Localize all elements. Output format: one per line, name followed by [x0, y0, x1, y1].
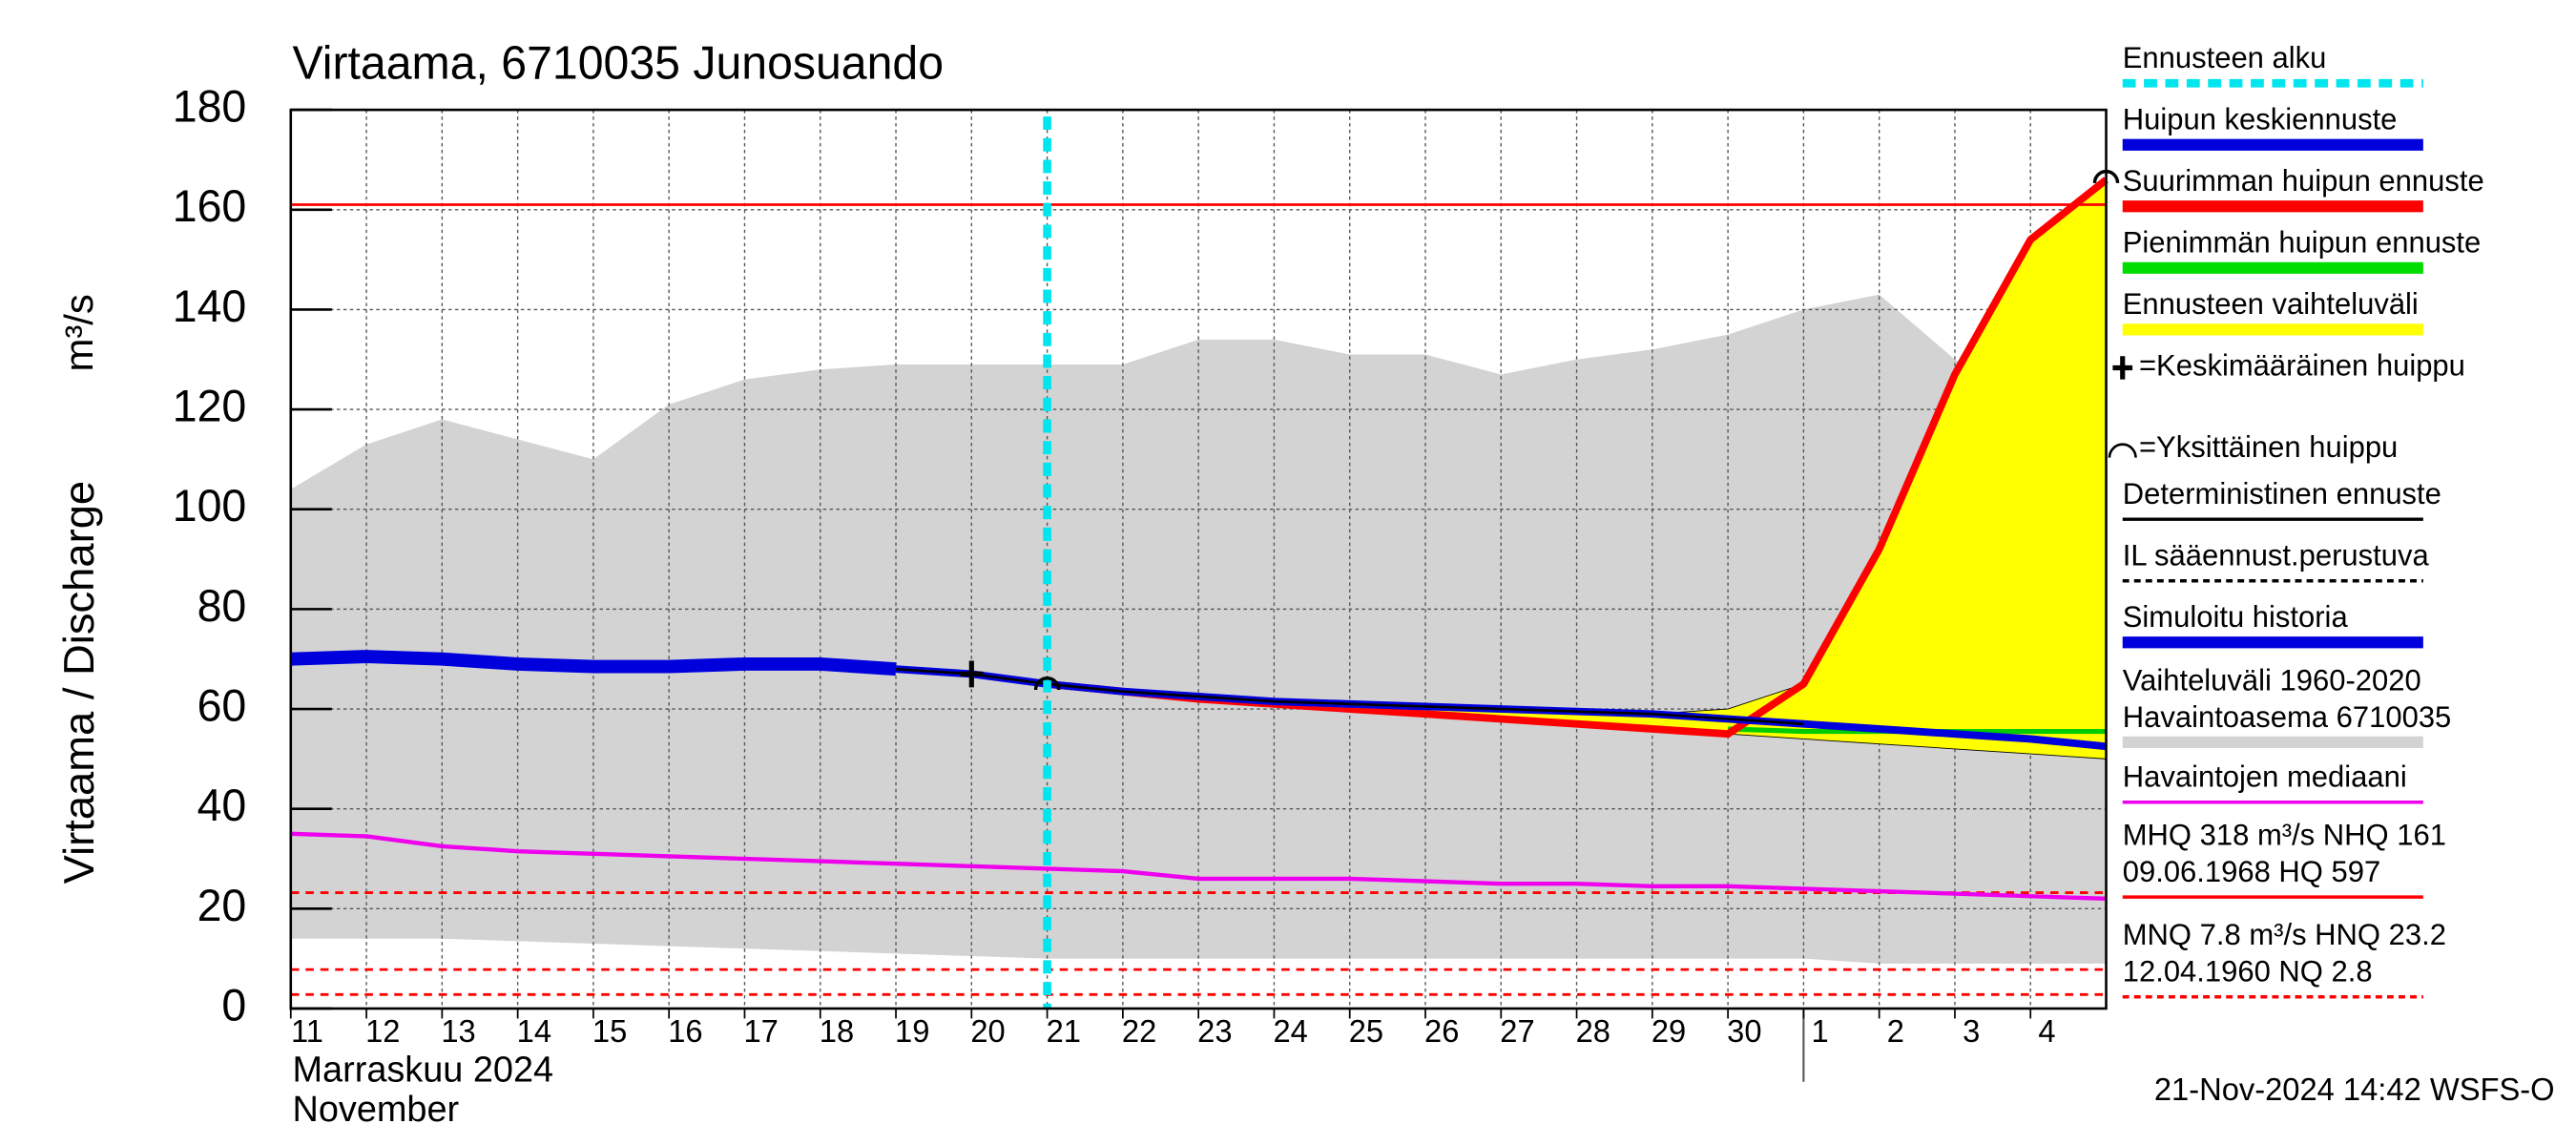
y-tick-label: 140: [173, 281, 247, 331]
x-tick-label: 22: [1122, 1013, 1156, 1049]
y-tick-label: 160: [173, 181, 247, 231]
x-tick-label: 26: [1424, 1013, 1459, 1049]
y-tick-label: 180: [173, 81, 247, 131]
x-tick-label: 2: [1887, 1013, 1904, 1049]
x-tick-label: 12: [365, 1013, 400, 1049]
legend-label: Havaintoasema 6710035: [2123, 700, 2452, 734]
x-tick-label: 17: [744, 1013, 779, 1049]
x-tick-label: 28: [1576, 1013, 1610, 1049]
y-axis-label: Virtaama / Discharge: [54, 481, 103, 884]
legend-label: 09.06.1968 HQ 597: [2123, 855, 2380, 888]
y-tick-label: 0: [221, 980, 246, 1030]
y-tick-label: 40: [197, 781, 247, 830]
legend-label: =Keskimääräinen huippu: [2139, 349, 2465, 383]
x-tick-label: 24: [1273, 1013, 1307, 1049]
x-tick-label: 11: [291, 1013, 323, 1049]
y-tick-label: 120: [173, 381, 247, 430]
legend-label: Vaihteluväli 1960-2020: [2123, 663, 2421, 697]
x-tick-label: 16: [668, 1013, 702, 1049]
month-label: Marraskuu 2024: [293, 1049, 554, 1090]
x-tick-label: 13: [441, 1013, 475, 1049]
x-tick-label: 30: [1727, 1013, 1761, 1049]
series-line: [290, 831, 2107, 902]
legend-label: Ennusteen alku: [2123, 41, 2327, 74]
legend-cross: [2112, 356, 2133, 380]
legend-label: Pienimmän huipun ennuste: [2123, 226, 2482, 260]
legend-label: MHQ 318 m³/s NHQ 161: [2123, 818, 2446, 851]
series-line: [290, 650, 897, 677]
x-tick-label: 27: [1500, 1013, 1534, 1049]
plot-frame: [289, 108, 2108, 1010]
x-tick-label: 20: [970, 1013, 1005, 1049]
legend-arc: [2108, 443, 2137, 458]
legend-label: MNQ 7.8 m³/s HNQ 23.2: [2123, 918, 2446, 951]
peak-arc: [1033, 677, 1061, 691]
y-axis-unit: m³/s: [56, 294, 101, 371]
month-label-en: November: [293, 1089, 460, 1130]
x-tick-label: 19: [895, 1013, 929, 1049]
footer: 21-Nov-2024 14:42 WSFS-O: [2154, 1072, 2555, 1107]
y-tick-label: 60: [197, 680, 247, 730]
x-tick-label: 25: [1349, 1013, 1383, 1049]
legend-label: Huipun keskiennuste: [2123, 102, 2398, 135]
peak-cross: [960, 660, 984, 688]
legend-label: =Yksittäinen huippu: [2139, 430, 2398, 464]
x-tick-label: 1: [1812, 1013, 1829, 1049]
x-tick-label: 23: [1197, 1013, 1232, 1049]
x-tick-label: 3: [1963, 1013, 1980, 1049]
legend-label: Ennusteen vaihteluväli: [2123, 287, 2419, 321]
x-tick-label: 18: [820, 1013, 854, 1049]
legend-label: Havaintojen mediaani: [2123, 760, 2407, 793]
y-tick-label: 20: [197, 880, 247, 929]
legend-label: IL sääennust.perustuva: [2123, 538, 2430, 572]
legend-label: Deterministinen ennuste: [2123, 477, 2441, 510]
legend-label: 12.04.1960 NQ 2.8: [2123, 954, 2373, 988]
x-tick-label: 21: [1047, 1013, 1081, 1049]
x-tick-label: 4: [2038, 1013, 2055, 1049]
chart-title: Virtaama, 6710035 Junosuando: [293, 37, 945, 89]
y-tick-label: 80: [197, 581, 247, 631]
y-tick-label: 100: [173, 481, 247, 531]
plot-area: [289, 108, 2120, 1010]
x-tick-label: 29: [1652, 1013, 1686, 1049]
x-tick-label: 14: [517, 1013, 551, 1049]
legend-label: Simuloitu historia: [2123, 600, 2349, 634]
legend-label: Suurimman huipun ennuste: [2123, 164, 2484, 198]
x-tick-label: 15: [592, 1013, 627, 1049]
